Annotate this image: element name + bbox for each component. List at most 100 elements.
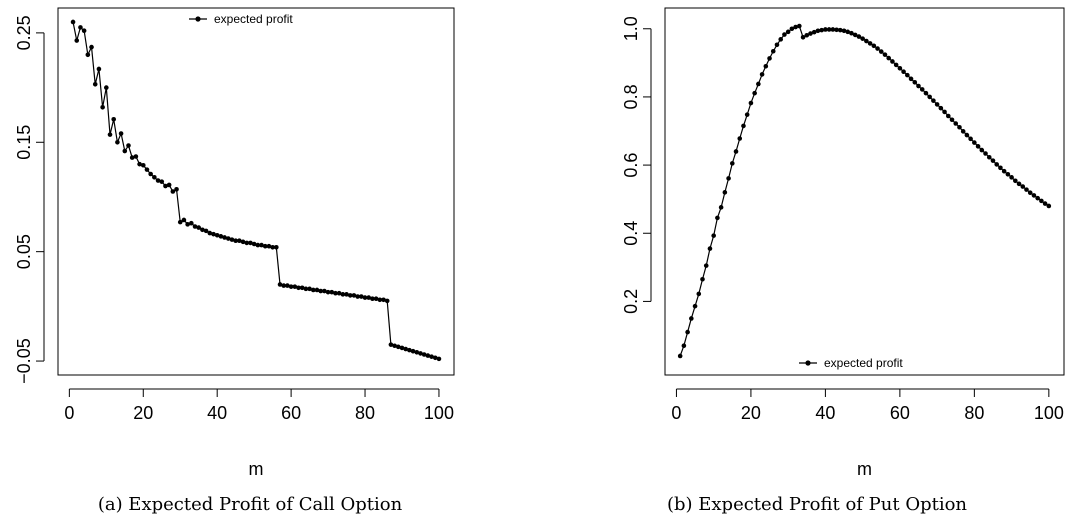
data-point xyxy=(878,49,884,54)
data-point xyxy=(89,44,94,50)
legend-label: expected profit xyxy=(824,356,903,370)
data-point xyxy=(986,154,992,160)
data-point xyxy=(277,282,283,287)
data-point xyxy=(137,161,142,167)
data-point xyxy=(129,155,135,160)
data-point xyxy=(152,174,157,180)
data-point xyxy=(1009,175,1014,180)
data-point xyxy=(244,240,250,246)
data-point xyxy=(233,238,238,244)
y-tick-label: 0.2 xyxy=(621,289,641,314)
data-point xyxy=(96,66,102,72)
data-point xyxy=(163,183,168,189)
x-tick-label: 60 xyxy=(890,403,910,423)
data-point xyxy=(793,24,798,30)
data-point xyxy=(78,25,83,30)
y-tick-label: 1.0 xyxy=(621,16,641,41)
data-point xyxy=(823,27,828,32)
data-point xyxy=(192,224,198,229)
legend: expected profit xyxy=(189,12,293,26)
data-point xyxy=(111,117,117,122)
data-point xyxy=(882,52,888,57)
data-point xyxy=(733,149,739,154)
data-point xyxy=(429,354,434,359)
data-point xyxy=(251,241,257,247)
data-point xyxy=(255,242,261,248)
data-point xyxy=(177,219,183,225)
data-point xyxy=(85,52,91,58)
data-point xyxy=(938,105,944,111)
data-point xyxy=(756,81,761,87)
data-point xyxy=(804,32,810,38)
put-option-chart: 0 20 40 60 80 100 m 0.2 0.4 0.6 0.8 1.0 expected pro… xyxy=(621,7,1065,479)
data-point xyxy=(864,38,869,44)
data-point xyxy=(248,240,253,246)
data-point xyxy=(763,63,769,69)
data-point xyxy=(905,72,910,78)
data-point xyxy=(729,161,735,166)
data-point xyxy=(1013,178,1018,184)
data-point xyxy=(399,345,405,351)
y-tick-label: 0.05 xyxy=(14,234,34,269)
data-point xyxy=(897,65,903,71)
data-point xyxy=(344,292,349,297)
x-tick-label: 60 xyxy=(281,403,301,423)
data-point xyxy=(310,287,316,293)
x-axis-label: m xyxy=(857,459,872,479)
data-point xyxy=(916,83,921,89)
data-point xyxy=(225,236,231,241)
data-point xyxy=(722,190,728,195)
data-point xyxy=(432,355,438,361)
data-point xyxy=(826,27,832,32)
data-point xyxy=(923,90,929,96)
data-point xyxy=(845,29,851,35)
data-point xyxy=(819,27,824,33)
data-point xyxy=(782,32,787,37)
x-tick-label: 100 xyxy=(424,403,454,423)
data-point xyxy=(975,144,981,149)
x-tick-label: 40 xyxy=(815,403,835,423)
series-line xyxy=(72,21,440,360)
data-point xyxy=(689,316,694,321)
data-point xyxy=(964,132,970,138)
data-point xyxy=(410,348,416,354)
data-point xyxy=(890,59,895,64)
data-point xyxy=(307,286,312,292)
data-point xyxy=(174,187,179,192)
data-point xyxy=(214,232,220,238)
data-point xyxy=(159,179,165,184)
data-point xyxy=(841,28,847,34)
data-point xyxy=(800,34,806,40)
data-point xyxy=(677,353,683,359)
data-point xyxy=(436,356,442,362)
data-point xyxy=(144,167,150,172)
data-point xyxy=(871,43,877,49)
x-tick-label: 20 xyxy=(133,403,153,423)
data-point xyxy=(392,343,397,349)
data-point xyxy=(752,90,757,96)
legend-marker xyxy=(195,16,201,22)
chart-a-caption: (a) Expected Profit of Call Option xyxy=(97,494,403,515)
data-point xyxy=(237,238,242,244)
data-point xyxy=(1005,171,1011,177)
data-point xyxy=(927,94,932,100)
x-tick-label: 0 xyxy=(64,403,74,423)
data-point xyxy=(741,123,746,129)
data-point xyxy=(834,27,839,33)
data-point xyxy=(421,352,427,357)
data-point xyxy=(998,165,1003,171)
data-point xyxy=(200,227,205,233)
data-point xyxy=(281,283,287,288)
data-point xyxy=(830,27,836,32)
data-point xyxy=(218,234,224,239)
data-point xyxy=(340,292,346,297)
data-point xyxy=(196,225,202,230)
data-point xyxy=(968,136,973,142)
data-point xyxy=(953,121,959,126)
x-tick-label: 40 xyxy=(207,403,227,423)
data-point xyxy=(886,55,892,61)
data-point xyxy=(155,178,161,183)
data-point xyxy=(774,42,780,48)
legend-label: expected profit xyxy=(214,12,293,26)
data-point xyxy=(893,62,899,68)
